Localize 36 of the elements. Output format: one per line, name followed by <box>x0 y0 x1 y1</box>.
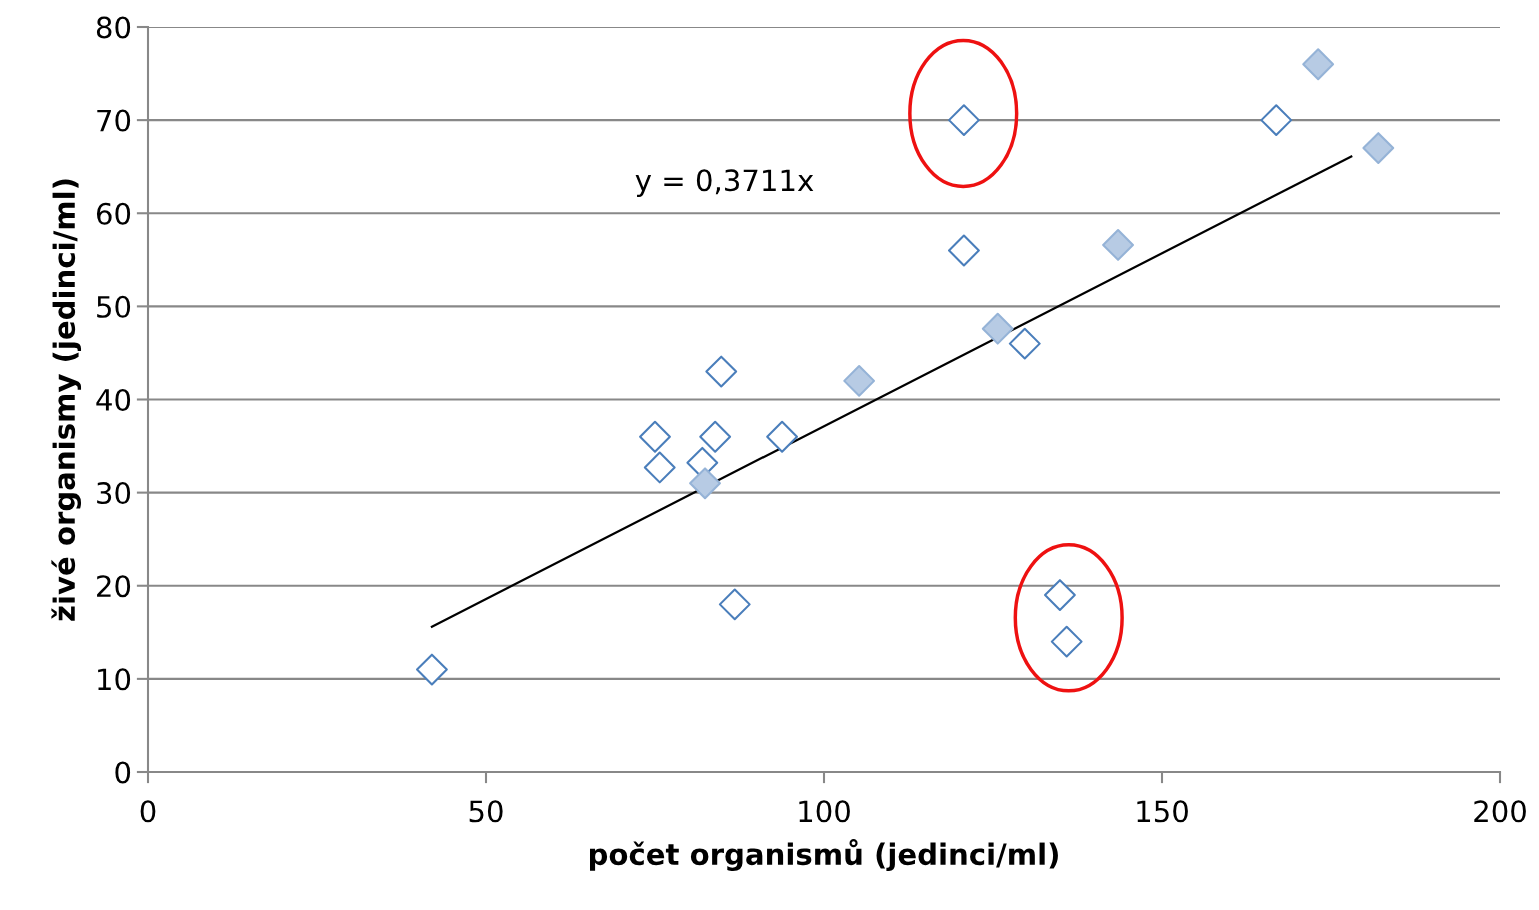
y-tick-label: 40 <box>96 388 131 411</box>
y-tick-label: 30 <box>97 482 131 505</box>
point <box>1362 132 1395 164</box>
x-tick-label: 50 <box>469 800 503 823</box>
y-tick-label: 70 <box>97 109 131 132</box>
point <box>948 234 980 267</box>
point <box>1050 625 1083 658</box>
x-axis-title: počet organismů (jedinci/ml) <box>590 839 1058 872</box>
point <box>643 451 676 484</box>
y-tick-label: 80 <box>96 16 131 39</box>
point <box>639 420 671 453</box>
point <box>766 420 799 453</box>
point <box>705 355 738 388</box>
y-tick-label: 50 <box>97 295 131 318</box>
x-tick-label: 100 <box>799 800 850 823</box>
point <box>699 420 732 453</box>
y-tick-label: 20 <box>97 575 131 598</box>
point <box>1043 579 1076 611</box>
x-tick-label: 200 <box>1474 800 1526 823</box>
y-axis-title: živé organismy (jedinci/ml) <box>51 179 82 621</box>
y-tick-label: 60 <box>96 202 131 225</box>
y-tick-label: 10 <box>98 668 131 691</box>
point <box>1102 228 1134 261</box>
point <box>981 312 1014 345</box>
point <box>843 364 876 397</box>
point <box>415 653 448 686</box>
x-tick-label: 150 <box>1137 800 1188 823</box>
point <box>1302 48 1335 81</box>
point <box>1260 104 1293 137</box>
x-tick-label: 0 <box>140 800 156 823</box>
point <box>718 588 751 621</box>
point <box>689 467 721 500</box>
annotation: y = 0,3711x <box>635 169 814 197</box>
point <box>1008 327 1041 360</box>
y-tick-label: 0 <box>115 761 131 784</box>
point <box>948 104 980 137</box>
